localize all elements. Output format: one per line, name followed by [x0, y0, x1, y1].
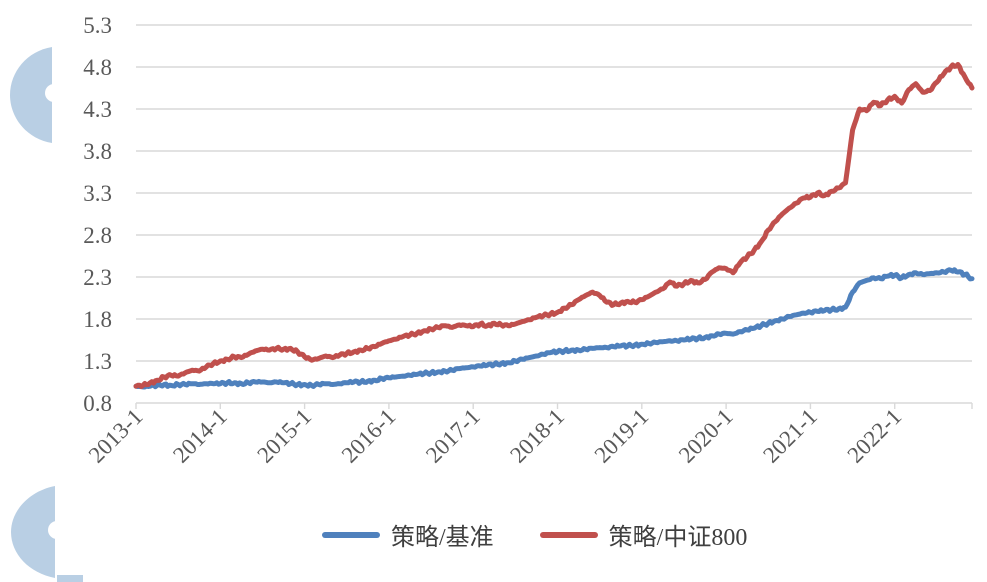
legend-item-benchmark: 策略/基准: [322, 517, 494, 552]
y-axis-tick-label: 4.3: [83, 97, 112, 122]
x-axis-tick-label: 2021-1: [758, 404, 822, 468]
y-axis-tick-label: 2.8: [83, 223, 112, 248]
watermark-shape-bottom: [11, 486, 55, 578]
watermark-shape-top: [10, 47, 52, 143]
x-axis-tick-label: 2017-1: [421, 404, 485, 468]
x-axis-tick-label: 2019-1: [590, 404, 654, 468]
legend: 策略/基准 策略/中证800: [322, 517, 747, 552]
x-axis-tick-label: 2015-1: [252, 404, 316, 468]
y-axis-tick-label: 3.3: [83, 181, 112, 206]
y-axis-tick-label: 1.8: [83, 307, 112, 332]
y-axis-tick-label: 1.3: [83, 349, 112, 374]
watermark-notch-bottom: [48, 521, 66, 539]
benchmark-legend-label: 策略/基准: [391, 525, 494, 551]
x-axis-tick-label: 2016-1: [337, 404, 401, 468]
y-axis-tick-label: 0.8: [83, 391, 112, 416]
x-axis-tick-label: 2018-1: [505, 404, 569, 468]
csi800-line-swatch: [539, 531, 598, 538]
csi800-legend-label: 策略/中证800: [608, 525, 748, 551]
x-axis-tick-label: 2014-1: [168, 404, 232, 468]
x-axis-tick-label: 2020-1: [674, 404, 738, 468]
y-axis-tick-label: 4.8: [83, 55, 112, 80]
x-axis-tick-label: 2022-1: [842, 404, 906, 468]
benchmark-line-swatch: [322, 531, 380, 538]
watermark-notch-top: [45, 84, 63, 102]
legend-item-csi800: 策略/中证800: [539, 517, 748, 552]
series-line-0: [133, 267, 975, 390]
series-line-1: [133, 62, 975, 390]
y-axis-tick-label: 2.3: [83, 265, 112, 290]
y-axis-tick-label: 3.8: [83, 139, 112, 164]
watermark-bar-bottom: [57, 575, 83, 582]
y-axis-tick-label: 5.3: [83, 13, 112, 38]
